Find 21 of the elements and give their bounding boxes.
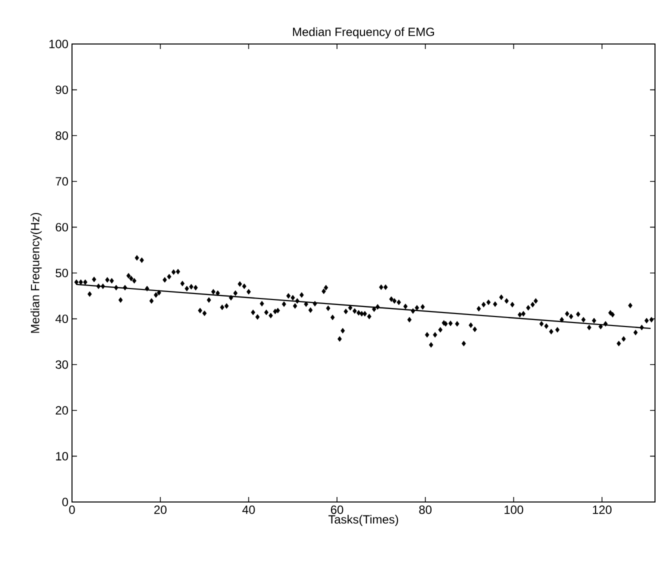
y-tick-label: 20 bbox=[56, 406, 68, 415]
x-tick-label: 100 bbox=[504, 506, 524, 514]
x-tick-label: 20 bbox=[154, 506, 167, 514]
y-tick-label: 80 bbox=[56, 131, 68, 140]
x-tick-label: 40 bbox=[242, 506, 255, 514]
y-tick-label: 70 bbox=[56, 177, 68, 186]
y-axis-title: Median Frequency(Hz) bbox=[30, 212, 42, 333]
x-tick-label: 0 bbox=[69, 506, 75, 514]
y-tick-label: 90 bbox=[56, 86, 68, 94]
y-tick-label: 30 bbox=[56, 360, 68, 369]
x-axis-title: Tasks(Times) bbox=[328, 514, 398, 526]
x-tick-label: 80 bbox=[419, 506, 432, 514]
x-tick-label: 120 bbox=[592, 506, 612, 514]
y-tick-label: 40 bbox=[55, 314, 68, 324]
y-tick-label: 100 bbox=[49, 40, 68, 48]
y-tick-label: 10 bbox=[56, 452, 68, 460]
x-tick-label: 60 bbox=[330, 506, 344, 514]
chart-title: Median Frequency of EMG bbox=[293, 27, 434, 38]
y-tick-label: 0 bbox=[62, 498, 68, 506]
y-tick-label: 50 bbox=[56, 268, 68, 278]
y-tick-label: 60 bbox=[56, 222, 68, 232]
